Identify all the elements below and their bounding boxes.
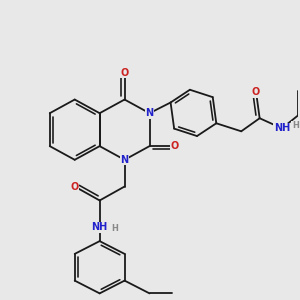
Text: O: O [70,182,79,191]
Text: H: H [111,224,118,233]
Text: O: O [170,141,178,151]
Text: NH: NH [92,222,108,232]
Text: NH: NH [274,123,290,133]
Text: O: O [121,68,129,78]
Text: O: O [252,87,260,97]
Text: H: H [292,122,299,130]
Text: N: N [146,108,154,118]
Text: N: N [121,155,129,165]
